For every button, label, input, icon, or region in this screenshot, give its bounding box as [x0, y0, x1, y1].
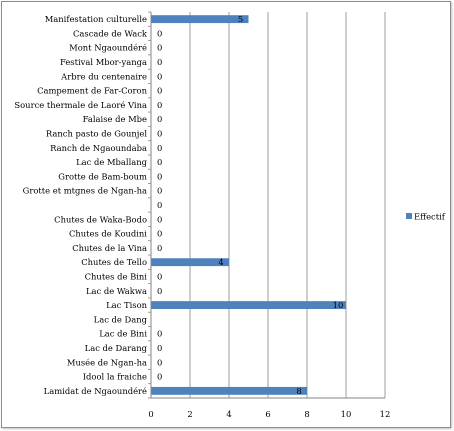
category-label: Grotte et mtgnes de Ngan-ha — [23, 186, 147, 196]
category-label: Mont Ngaoundéré — [69, 43, 147, 53]
legend-label: Effectif — [414, 212, 446, 222]
category-label: Grotte de Bam-boum — [58, 171, 147, 181]
category-label: Festival Mbor-yanga — [60, 57, 147, 67]
data-label: 0 — [157, 357, 162, 367]
bar — [151, 258, 229, 267]
category-label: Chutes de Tello — [81, 257, 147, 267]
x-tick-label: 6 — [265, 409, 270, 419]
x-tick-label: 12 — [380, 409, 391, 419]
legend-swatch — [406, 213, 412, 219]
data-label: 10 — [333, 300, 344, 310]
x-tick-label: 10 — [341, 409, 352, 419]
data-label: 5 — [238, 14, 243, 24]
category-label: Lac de Mballang — [76, 157, 148, 167]
category-label: Chutes de Koudini — [69, 229, 147, 239]
category-label: Chutes de la Vina — [72, 243, 147, 253]
category-label: Arbre du centenaire — [60, 71, 147, 81]
category-label: Lac de Wakwa — [86, 286, 147, 296]
category-label: Campement de Far-Coron — [37, 86, 148, 96]
data-label: 0 — [157, 229, 162, 239]
category-label: Lac de Darang — [85, 343, 148, 353]
data-label: 0 — [157, 372, 162, 382]
data-label: 0 — [157, 243, 162, 253]
data-label: 0 — [157, 171, 162, 181]
x-tick-label: 4 — [226, 409, 231, 419]
data-label: 8 — [296, 386, 301, 396]
category-label: Ranch de Ngaoundaba — [50, 143, 147, 153]
gridlines — [189, 12, 386, 398]
bar — [151, 386, 307, 395]
data-label: 0 — [157, 86, 162, 96]
x-tick-label: 8 — [304, 409, 309, 419]
data-label: 0 — [157, 343, 162, 353]
data-labels: 5 0 0 0 0 0 0 0 0 0 0 0 0 0 0 0 0 4 0 0 10 0 0 0 0 8 — [157, 14, 343, 396]
category-label: Chutes de Waka-Bodo — [54, 214, 147, 224]
data-label: 0 — [157, 157, 162, 167]
data-label: 0 — [157, 186, 162, 196]
category-label: Ranch pasto de Gounjel — [46, 129, 147, 139]
data-label: 0 — [157, 129, 162, 139]
bar — [151, 301, 346, 310]
bar — [151, 15, 249, 24]
data-label: 0 — [157, 286, 162, 296]
data-label: 0 — [157, 214, 162, 224]
category-label: Idool la fraiche — [83, 372, 147, 382]
category-label: Lac de Bini — [99, 329, 147, 339]
data-label: 0 — [157, 200, 162, 210]
category-label: Cascade de Wack — [73, 28, 148, 38]
axes — [148, 11, 385, 399]
data-label: 0 — [157, 28, 162, 38]
category-label: Manifestation culturelle — [45, 14, 147, 24]
data-label: 0 — [157, 71, 162, 81]
legend: Effectif — [406, 212, 446, 222]
category-label: Lac Tison — [106, 300, 148, 310]
category-label: Lac de Dang — [94, 314, 148, 324]
category-label: Source thermale de Laoré Vina — [14, 100, 147, 110]
data-label: 0 — [157, 100, 162, 110]
data-label: 0 — [157, 43, 162, 53]
bars-group — [151, 15, 346, 395]
category-label: Chutes de Bini — [85, 271, 148, 281]
category-labels: Manifestation culturelle Cascade de Wack M… — [14, 14, 148, 396]
data-label: 0 — [157, 271, 162, 281]
data-label: 4 — [218, 257, 223, 267]
category-label: Lamidat de Ngaoundéré — [44, 386, 147, 396]
data-label: 0 — [157, 143, 162, 153]
x-tick-label: 2 — [187, 409, 192, 419]
data-label: 0 — [157, 114, 162, 124]
x-tick-labels: 0 2 4 6 8 10 12 — [148, 409, 390, 419]
category-label: Falaise de Mbe — [83, 114, 147, 124]
data-label: 0 — [157, 329, 162, 339]
category-label: Musée de Ngan-ha — [67, 357, 147, 367]
x-tick-label: 0 — [148, 409, 153, 419]
data-label: 0 — [157, 57, 162, 67]
